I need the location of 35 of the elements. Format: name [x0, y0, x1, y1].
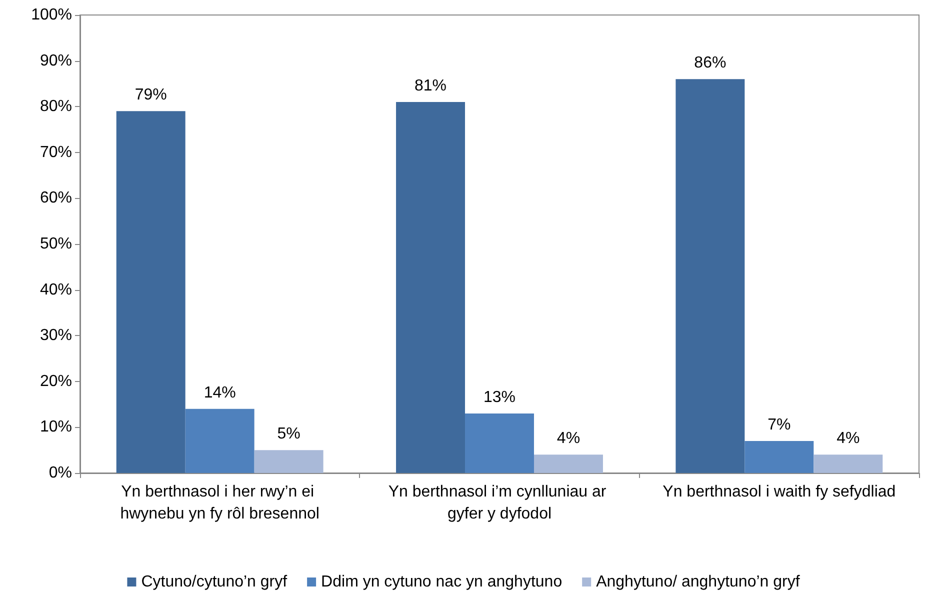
- bar: [814, 454, 883, 473]
- x-tick-label: Yn berthnasol i’m cynlluniau ar gyfer y dyfodol: [388, 484, 611, 522]
- data-label: 4%: [836, 430, 860, 448]
- data-label: 13%: [483, 388, 516, 406]
- data-label: 4%: [556, 430, 580, 448]
- data-label: 5%: [277, 426, 300, 443]
- bar: [744, 440, 814, 473]
- y-tick-label: 30%: [40, 327, 72, 344]
- y-tick-label: 90%: [40, 52, 72, 70]
- y-tick-label: 50%: [40, 236, 72, 252]
- legend-label: Ddim yn cytuno nac yn anghytuno: [321, 574, 562, 590]
- data-label: 7%: [768, 416, 791, 434]
- y-tick-label: 70%: [40, 144, 72, 161]
- legend-label: Cytuno/cytuno’n gryf: [141, 574, 288, 590]
- bar: [185, 408, 254, 473]
- bar: [116, 111, 186, 473]
- data-label: 14%: [204, 384, 236, 402]
- y-tick-label: 100%: [31, 6, 72, 24]
- legend-label: Anghytuno/ anghytuno’n gryf: [596, 574, 800, 590]
- data-label: 81%: [414, 78, 447, 95]
- bar: [676, 79, 745, 473]
- y-tick-label: 60%: [40, 190, 72, 207]
- y-tick-label: 10%: [40, 418, 72, 436]
- x-tick-label: Yn berthnasol i waith fy sefydliad: [662, 484, 896, 500]
- y-tick-label: 20%: [40, 372, 72, 390]
- bar: [396, 102, 466, 473]
- y-tick-label: 40%: [40, 281, 72, 298]
- y-tick-label: 80%: [40, 98, 72, 116]
- data-label: 79%: [134, 86, 167, 104]
- y-tick-label: 0%: [48, 464, 72, 482]
- bar: [534, 454, 603, 473]
- data-label: 86%: [694, 54, 726, 72]
- bar: [465, 413, 534, 473]
- x-tick-label: Yn berthnasol i her rwy’n ei hwynebu yn fy rôl bresennol: [120, 484, 320, 522]
- bar: [254, 450, 324, 473]
